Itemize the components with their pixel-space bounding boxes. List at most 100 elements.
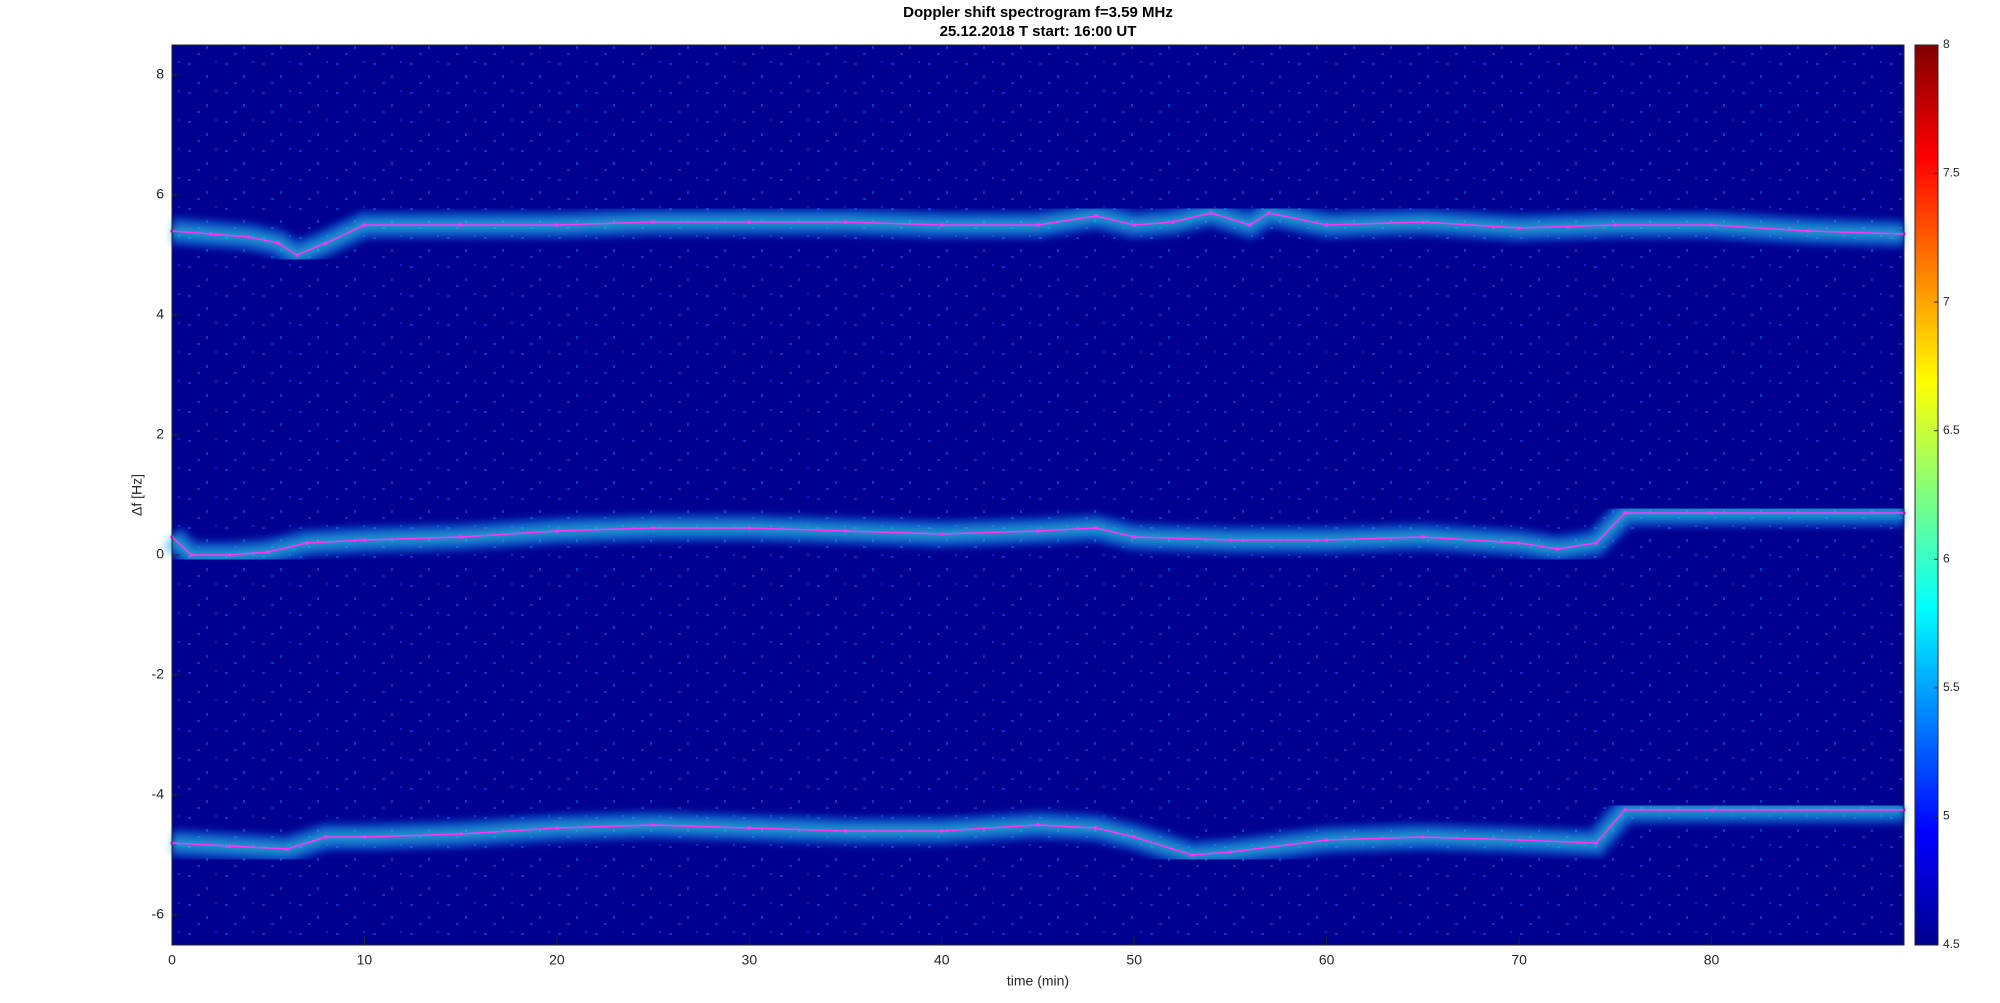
trace-point — [555, 529, 559, 533]
chart-title: Doppler shift spectrogram f=3.59 MHz — [903, 4, 1173, 21]
trace-point — [1517, 226, 1521, 230]
trace-point — [1132, 535, 1137, 539]
trace-point — [1324, 538, 1329, 542]
trace-point — [1093, 526, 1098, 530]
trace-point — [1093, 214, 1098, 218]
colorbar-tick-label: 5 — [1943, 809, 1950, 823]
trace-point — [1623, 808, 1627, 812]
y-tick-label: 2 — [156, 426, 164, 442]
y-axis-label: Δf [Hz] — [129, 474, 145, 516]
colorbar-tick-label: 4.5 — [1943, 937, 1960, 951]
trace-point — [747, 826, 752, 830]
trace-point — [843, 529, 848, 533]
trace-point — [939, 829, 944, 833]
trace-point — [247, 235, 251, 239]
colorbar-tick-label: 8 — [1943, 37, 1950, 51]
x-tick-label: 0 — [168, 952, 176, 968]
trace-point — [189, 553, 194, 557]
trace-point — [555, 223, 559, 227]
x-tick-label: 20 — [549, 952, 565, 968]
trace-point — [458, 223, 463, 227]
trace-point — [1036, 529, 1040, 533]
trace-point — [304, 541, 309, 545]
colorbar-tick-label: 7 — [1943, 294, 1950, 308]
trace-point — [1132, 223, 1137, 227]
x-tick-label: 40 — [934, 952, 950, 968]
trace-point — [276, 241, 280, 245]
x-tick-label: 70 — [1511, 952, 1527, 968]
trace-point — [555, 826, 559, 830]
colorbar-tick-label: 5.5 — [1943, 680, 1960, 694]
plot-frame — [171, 44, 1905, 946]
y-tick-label: 8 — [156, 66, 164, 82]
trace-point — [1555, 547, 1560, 551]
y-tick-label: 0 — [156, 546, 164, 562]
trace-point — [1228, 850, 1233, 854]
trace-point — [1324, 223, 1329, 227]
trace-point — [1247, 223, 1252, 227]
trace-point — [362, 223, 367, 227]
trace-point — [651, 526, 655, 530]
colorbar-tick-label: 7.5 — [1943, 166, 1960, 180]
x-tick-label: 10 — [357, 952, 373, 968]
trace-point — [1421, 220, 1425, 224]
colorbar-tick-label: 6 — [1943, 551, 1950, 565]
trace-point — [362, 835, 367, 839]
trace-point — [1709, 511, 1714, 515]
trace-point — [939, 532, 944, 536]
trace-point — [1093, 826, 1098, 830]
noise-texture — [172, 45, 1904, 945]
trace-point — [208, 232, 213, 236]
trace-point — [1421, 535, 1425, 539]
trace-point — [1805, 229, 1810, 233]
trace-point — [1623, 511, 1627, 515]
trace-point — [285, 847, 290, 851]
trace-point — [1228, 538, 1233, 542]
x-axis-label: time (min) — [1007, 973, 1069, 989]
trace-point — [324, 241, 328, 245]
trace-point — [747, 220, 752, 224]
trace-point — [458, 535, 463, 539]
colorbar-tick-label: 6.5 — [1943, 423, 1960, 437]
x-tick-label: 30 — [742, 952, 758, 968]
trace-point — [295, 253, 299, 257]
trace-line — [171, 512, 1904, 556]
trace-point — [227, 553, 232, 557]
trace-point — [362, 538, 367, 542]
x-tick-label: 50 — [1126, 952, 1142, 968]
trace-point — [651, 823, 655, 827]
trace-point — [1324, 838, 1329, 842]
trace-point — [747, 526, 752, 530]
trace-point — [1209, 211, 1213, 215]
trace-point — [1170, 220, 1175, 224]
trace-point — [1594, 541, 1598, 545]
trace-point — [1517, 838, 1521, 842]
trace-point — [458, 832, 463, 836]
y-tick-label: -4 — [152, 786, 165, 802]
y-tick-label: 6 — [156, 186, 164, 202]
trace-point — [939, 223, 944, 227]
y-tick-label: -2 — [152, 666, 165, 682]
trace-point — [1132, 835, 1137, 839]
trace-point — [1421, 835, 1425, 839]
trace-point — [1709, 223, 1714, 227]
trace-point — [1517, 541, 1521, 545]
chart-subtitle: 25.12.2018 T start: 16:00 UT — [940, 23, 1137, 40]
y-tick-label: -6 — [152, 906, 165, 922]
trace-point — [1190, 853, 1194, 857]
x-tick-label: 80 — [1704, 952, 1720, 968]
trace-point — [843, 220, 848, 224]
trace-point — [1036, 223, 1040, 227]
colorbar — [1914, 44, 1939, 946]
trace-point — [1267, 211, 1271, 215]
trace-point — [1036, 823, 1040, 827]
trace-point — [651, 220, 655, 224]
x-tick-label: 60 — [1319, 952, 1335, 968]
trace-point — [227, 844, 232, 848]
trace-point — [266, 550, 271, 554]
trace-point — [1594, 841, 1598, 845]
y-tick-label: 4 — [156, 306, 164, 322]
trace-point — [1613, 223, 1618, 227]
trace-point — [843, 829, 848, 833]
